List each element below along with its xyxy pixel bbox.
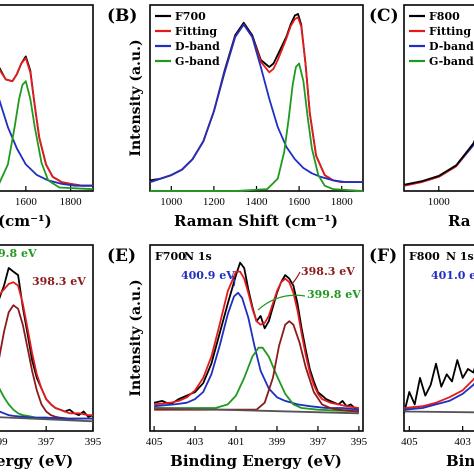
- x-tick-label: 1400: [246, 196, 269, 208]
- panel-b-series: [149, 13, 364, 192]
- x-tick-label: 1600: [288, 196, 311, 208]
- legend-label-g-band-c: G-band: [429, 55, 474, 68]
- legend-label-d-band: D-band: [175, 40, 220, 53]
- panel-e-x-axis-label: Binding Energy (eV): [170, 452, 342, 470]
- panel-f-element-label: N 1s: [446, 250, 474, 263]
- series-line: [154, 320, 359, 413]
- panel-e-arrow-398-3: [291, 271, 301, 285]
- series-line: [403, 139, 474, 186]
- panel-c-plot-frame: [403, 4, 474, 192]
- panel-e-annotation-399-8: 399.8 eV: [307, 288, 361, 301]
- panel-e: 405 403 401 399 397 395 (E) F700 N 1s Intensi…: [107, 244, 368, 470]
- panel-d-x-axis-label: ergy (eV): [0, 452, 73, 470]
- panel-e-y-axis-label: Intensity (a.u.): [128, 279, 144, 396]
- x-tick-label: 395: [85, 436, 102, 448]
- panel-d-annotation-398-3: 398.3 eV: [32, 275, 86, 288]
- panel-c-ticks: 1000: [428, 186, 451, 208]
- panel-e-series: [153, 261, 360, 415]
- panel-f-sample-label: F800: [409, 250, 440, 263]
- series-line: [154, 346, 359, 413]
- series-line: [0, 304, 93, 420]
- panel-f-x-axis-label: Bin: [446, 452, 474, 470]
- series-line: [154, 270, 360, 409]
- x-tick-label: 403: [187, 436, 204, 448]
- series-line: [403, 377, 474, 409]
- panel-e-plot-frame: [149, 244, 364, 432]
- series-line: [0, 281, 93, 416]
- panel-f: 405 403 (F) F800 N 1s 401.0 e Bin: [369, 244, 474, 470]
- panel-e-annotation-400-9: 400.9 eV: [181, 269, 235, 282]
- panel-d-series: [0, 267, 94, 423]
- x-tick-label: 399: [269, 436, 286, 448]
- panel-b-x-axis-label: Raman Shift (cm⁻¹): [174, 212, 338, 230]
- panel-f-ticks: 405 403: [401, 426, 471, 448]
- panel-b-y-axis-label: Intensity (a.u.): [128, 39, 144, 156]
- panel-c-series: [403, 139, 474, 187]
- panel-c-legend: F800 Fitting D-band G-band: [409, 10, 474, 68]
- x-tick-label: 1000: [428, 196, 451, 208]
- series-line: [0, 410, 93, 420]
- panel-e-arrow-400-9: [231, 275, 236, 287]
- x-tick-label: 403: [454, 436, 471, 448]
- panel-f-series: [403, 359, 474, 414]
- panel-e-ticks: 405 403 401 399 397 395: [146, 426, 368, 448]
- panel-b: 1000 1200 1400 1600 1800 (B) Intensity (a.u.…: [107, 4, 364, 230]
- series-line: [403, 359, 474, 414]
- x-tick-label: 405: [401, 436, 418, 448]
- panel-b-panel-label: (B): [107, 6, 137, 26]
- panel-e-sample-label: F700: [155, 250, 186, 263]
- legend-label-g-band: G-band: [175, 55, 220, 68]
- legend-label-f800: F800: [429, 10, 460, 23]
- x-tick-label: 1200: [203, 196, 226, 208]
- series-line: [0, 80, 94, 191]
- x-tick-label: 1000: [160, 196, 183, 208]
- panel-a-plot-frame: [0, 4, 94, 192]
- panel-e-annotation-398-3: 398.3 eV: [301, 265, 355, 278]
- panel-a-ticks: 1600 1800: [15, 186, 82, 208]
- panel-d-ticks: 399 397 395: [0, 426, 102, 448]
- panel-e-panel-label: (E): [107, 246, 136, 266]
- panel-f-panel-label: (F): [369, 246, 397, 266]
- series-line: [403, 410, 474, 414]
- x-tick-label: 401: [228, 436, 245, 448]
- x-tick-label: 1600: [15, 196, 38, 208]
- series-line: [0, 99, 93, 187]
- panel-b-legend: F700 Fitting D-band G-band: [155, 10, 220, 68]
- series-line: [0, 57, 93, 187]
- series-line: [153, 261, 360, 411]
- x-tick-label: 1800: [331, 196, 354, 208]
- series-line: [150, 62, 364, 192]
- x-tick-label: 405: [146, 436, 163, 448]
- panel-e-arrow-399-8: [257, 294, 306, 311]
- series-line: [154, 407, 359, 415]
- series-line: [154, 291, 359, 411]
- panel-d: 399 397 395 ergy (eV) 9.8 eV 398.3 eV: [0, 244, 102, 470]
- series-line: [149, 23, 363, 183]
- x-tick-label: 397: [38, 436, 55, 448]
- x-tick-label: 1800: [60, 196, 83, 208]
- series-line: [0, 416, 94, 423]
- legend-label-fitting-c: Fitting: [429, 25, 471, 38]
- legend-label-d-band-c: D-band: [429, 40, 474, 53]
- panel-c: 1000 (C) Ra F800 Fitting D-band G-band: [369, 4, 474, 230]
- panel-c-x-axis-label: Ra: [448, 212, 471, 230]
- panel-c-panel-label: (C): [369, 6, 399, 26]
- series-line: [403, 382, 474, 411]
- x-tick-label: 397: [310, 436, 327, 448]
- panel-d-plot-frame: [0, 244, 94, 432]
- series-line: [0, 267, 94, 418]
- panel-a-series: [0, 55, 94, 191]
- legend-label-fitting: Fitting: [175, 25, 217, 38]
- panel-d-annotation-399-8: 9.8 eV: [0, 247, 37, 260]
- panel-a: 1600 1800 (cm⁻¹): [0, 4, 94, 230]
- panel-f-annotation-401-0: 401.0 e: [431, 269, 474, 282]
- panel-f-plot-frame: [403, 244, 474, 432]
- panel-a-x-axis-label: (cm⁻¹): [0, 212, 52, 230]
- legend-label-f700: F700: [175, 10, 206, 23]
- x-tick-label: 399: [0, 436, 8, 448]
- panel-b-ticks: 1000 1200 1400 1600 1800: [160, 186, 353, 208]
- panel-e-element-label: N 1s: [184, 250, 212, 263]
- x-tick-label: 395: [351, 436, 368, 448]
